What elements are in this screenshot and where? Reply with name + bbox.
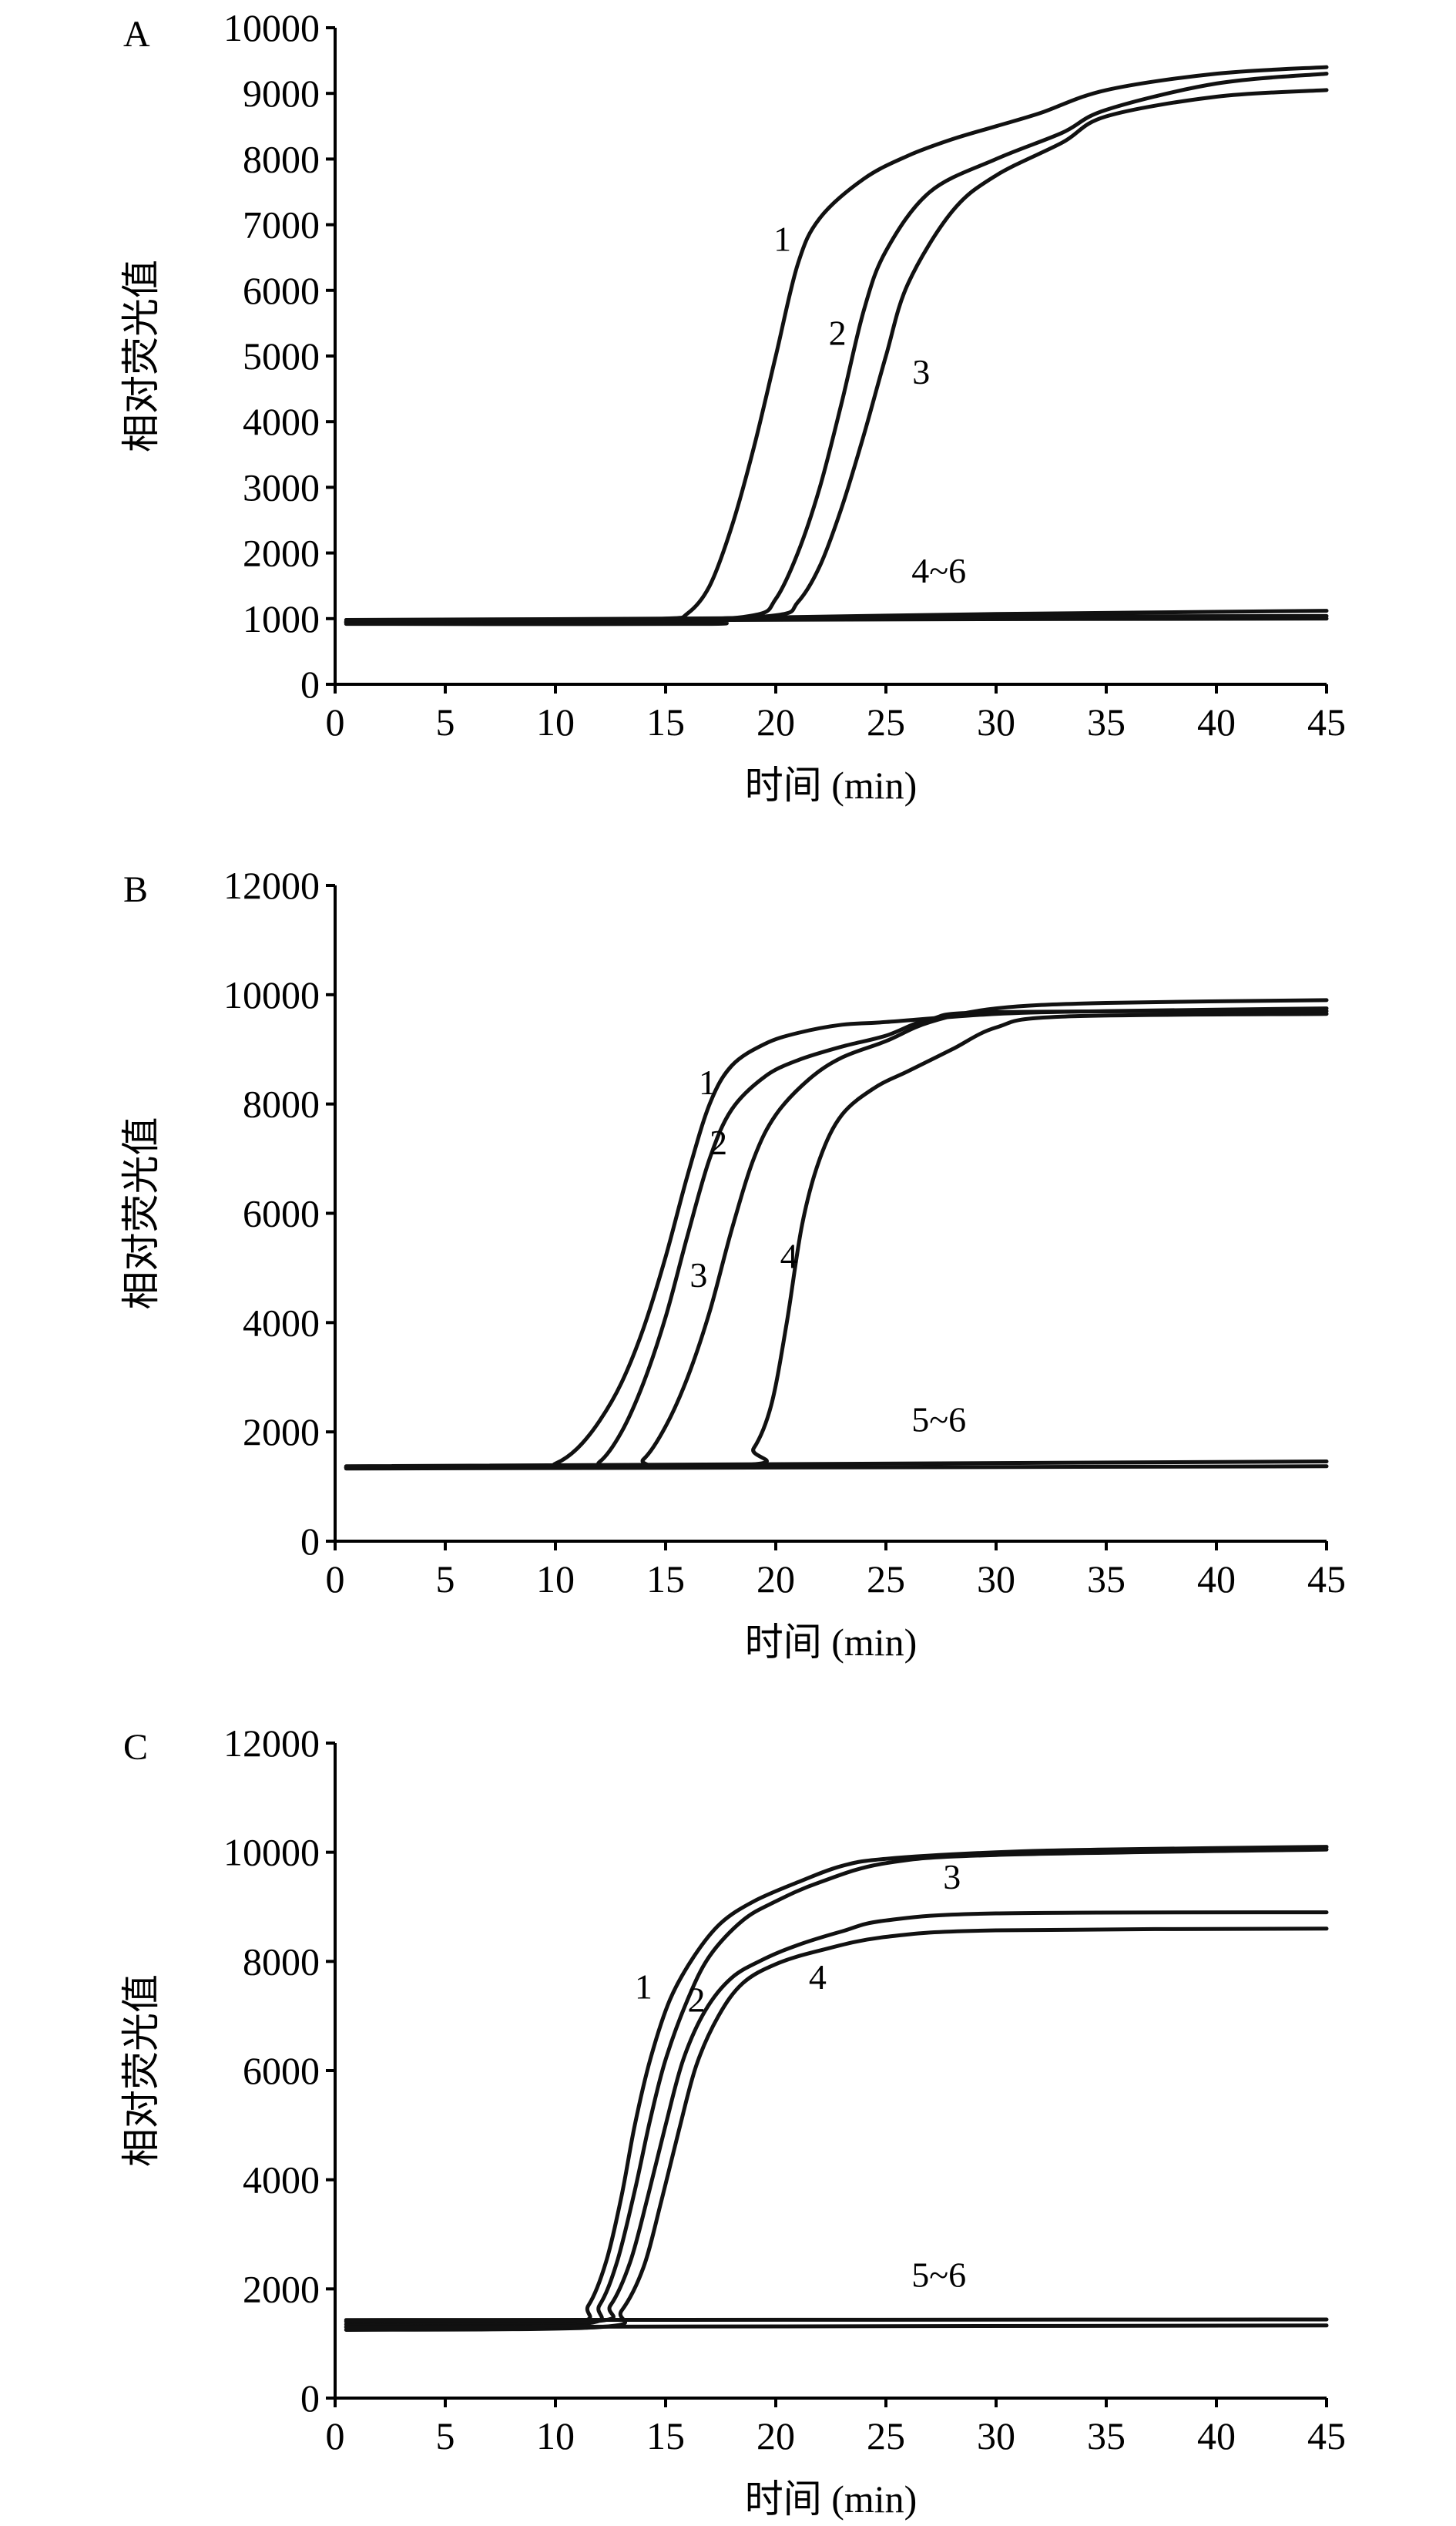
curve-label: 2 bbox=[688, 1980, 706, 2020]
y-tick-label: 9000 bbox=[243, 72, 320, 115]
y-tick-label: 10000 bbox=[223, 1831, 320, 1874]
y-tick-label: 0 bbox=[300, 1520, 320, 1563]
curve-6 bbox=[344, 2317, 1329, 2323]
curve-label: 2 bbox=[710, 1123, 727, 1162]
y-tick-label: 3000 bbox=[243, 465, 320, 509]
x-tick-label: 30 bbox=[977, 2414, 1015, 2457]
y-tick-label: 1000 bbox=[243, 597, 320, 640]
curve-5 bbox=[344, 2323, 1329, 2329]
x-tick-label: 10 bbox=[536, 1557, 575, 1601]
x-tick-label: 20 bbox=[757, 2414, 795, 2457]
y-tick-label: 10000 bbox=[223, 6, 320, 49]
x-tick-label: 25 bbox=[867, 2414, 905, 2457]
y-tick-label: 4000 bbox=[243, 2158, 320, 2202]
curve-label: 3 bbox=[689, 1255, 707, 1295]
y-tick-label: 12000 bbox=[223, 1722, 320, 1765]
y-tick-label: 6000 bbox=[243, 2049, 320, 2092]
curve-5 bbox=[344, 616, 1329, 626]
x-tick-label: 5 bbox=[436, 1557, 455, 1601]
curve-label: 5~6 bbox=[911, 1399, 966, 1439]
x-tick-label: 15 bbox=[646, 1557, 685, 1601]
x-tick-label: 0 bbox=[326, 700, 345, 744]
x-axis-title: 时间 (min) bbox=[745, 2477, 918, 2521]
x-tick-label: 35 bbox=[1087, 2414, 1126, 2457]
panel-C: C 0 5 10 15 20 25 30 35 40 45 0 2000 4000 6000 8000 1000… bbox=[119, 1722, 1346, 2521]
y-tick-label: 2000 bbox=[243, 1410, 320, 1453]
x-tick-label: 40 bbox=[1197, 2414, 1236, 2457]
y-tick-label: 5000 bbox=[243, 334, 320, 378]
curve-3 bbox=[344, 1910, 1329, 2325]
x-tick-label: 20 bbox=[757, 1557, 795, 1601]
y-tick-label: 4000 bbox=[243, 400, 320, 443]
x-tick-label: 0 bbox=[326, 2414, 345, 2457]
curve-label: 3 bbox=[912, 352, 930, 391]
curve-1 bbox=[344, 1845, 1329, 2327]
y-tick-label: 7000 bbox=[243, 203, 320, 247]
y-tick-label: 6000 bbox=[243, 269, 320, 312]
x-tick-label: 0 bbox=[326, 1557, 345, 1601]
x-tick-label: 20 bbox=[757, 700, 795, 744]
y-tick-label: 10000 bbox=[223, 973, 320, 1016]
y-tick-label: 8000 bbox=[243, 1083, 320, 1126]
x-tick-label: 30 bbox=[977, 700, 1015, 744]
curve-4 bbox=[344, 1012, 1329, 1470]
curve-2 bbox=[344, 1009, 1329, 1470]
panel-letter: C bbox=[123, 1727, 148, 1768]
x-tick-label: 10 bbox=[536, 700, 575, 744]
x-tick-label: 25 bbox=[867, 1557, 905, 1601]
curve-3 bbox=[344, 998, 1329, 1470]
x-tick-label: 40 bbox=[1197, 1557, 1236, 1601]
y-tick-label: 0 bbox=[300, 663, 320, 706]
curve-2 bbox=[344, 1847, 1329, 2329]
y-axis-title: 相对荧光值 bbox=[119, 1974, 163, 2167]
curve-label: 4 bbox=[780, 1236, 798, 1275]
y-tick-label: 12000 bbox=[223, 864, 320, 907]
panel-A: A 0 5 10 15 20 25 30 35 40 45 0 1000 2000 3000 4000 5000… bbox=[119, 6, 1346, 807]
panel-letter: B bbox=[123, 869, 148, 910]
y-tick-label: 8000 bbox=[243, 1940, 320, 1983]
x-tick-label: 30 bbox=[977, 1557, 1015, 1601]
curve-label: 5~6 bbox=[911, 2256, 966, 2295]
curve-label: 4 bbox=[809, 1957, 827, 1997]
y-tick-label: 2000 bbox=[243, 2267, 320, 2310]
curve-6 bbox=[344, 613, 1329, 622]
x-tick-label: 45 bbox=[1307, 700, 1346, 744]
y-tick-label: 6000 bbox=[243, 1192, 320, 1235]
y-tick-label: 4000 bbox=[243, 1301, 320, 1344]
y-axis-title: 相对荧光值 bbox=[119, 1117, 163, 1310]
x-tick-label: 25 bbox=[867, 700, 905, 744]
y-tick-label: 8000 bbox=[243, 137, 320, 180]
x-tick-label: 45 bbox=[1307, 1557, 1346, 1601]
x-tick-label: 5 bbox=[436, 2414, 455, 2457]
curve-label: 1 bbox=[699, 1063, 716, 1102]
panel-letter: A bbox=[123, 14, 150, 55]
panel-B: B 0 5 10 15 20 25 30 35 40 45 0 2000 4000 6000 8000 1000… bbox=[119, 864, 1346, 1664]
curve-label: 3 bbox=[943, 1857, 961, 1896]
x-tick-label: 45 bbox=[1307, 2414, 1346, 2457]
curve-6 bbox=[344, 1460, 1329, 1469]
y-axis-title: 相对荧光值 bbox=[119, 260, 163, 452]
x-tick-label: 5 bbox=[436, 700, 455, 744]
curve-label: 1 bbox=[773, 220, 791, 259]
curve-4 bbox=[344, 1926, 1329, 2332]
curve-3 bbox=[344, 88, 1329, 624]
x-tick-label: 15 bbox=[646, 2414, 685, 2457]
y-tick-label: 2000 bbox=[243, 532, 320, 575]
x-tick-label: 10 bbox=[536, 2414, 575, 2457]
curve-label: 2 bbox=[829, 314, 847, 353]
x-tick-label: 40 bbox=[1197, 700, 1236, 744]
x-axis-title: 时间 (min) bbox=[745, 1621, 918, 1664]
x-tick-label: 35 bbox=[1087, 700, 1126, 744]
y-tick-label: 0 bbox=[300, 2377, 320, 2420]
x-axis-title: 时间 (min) bbox=[745, 764, 918, 807]
curve-1 bbox=[344, 1006, 1329, 1470]
curve-label: 4~6 bbox=[911, 551, 966, 590]
x-tick-label: 15 bbox=[646, 700, 685, 744]
curve-5 bbox=[344, 1464, 1329, 1471]
x-tick-label: 35 bbox=[1087, 1557, 1126, 1601]
curve-label: 1 bbox=[635, 1967, 653, 2007]
